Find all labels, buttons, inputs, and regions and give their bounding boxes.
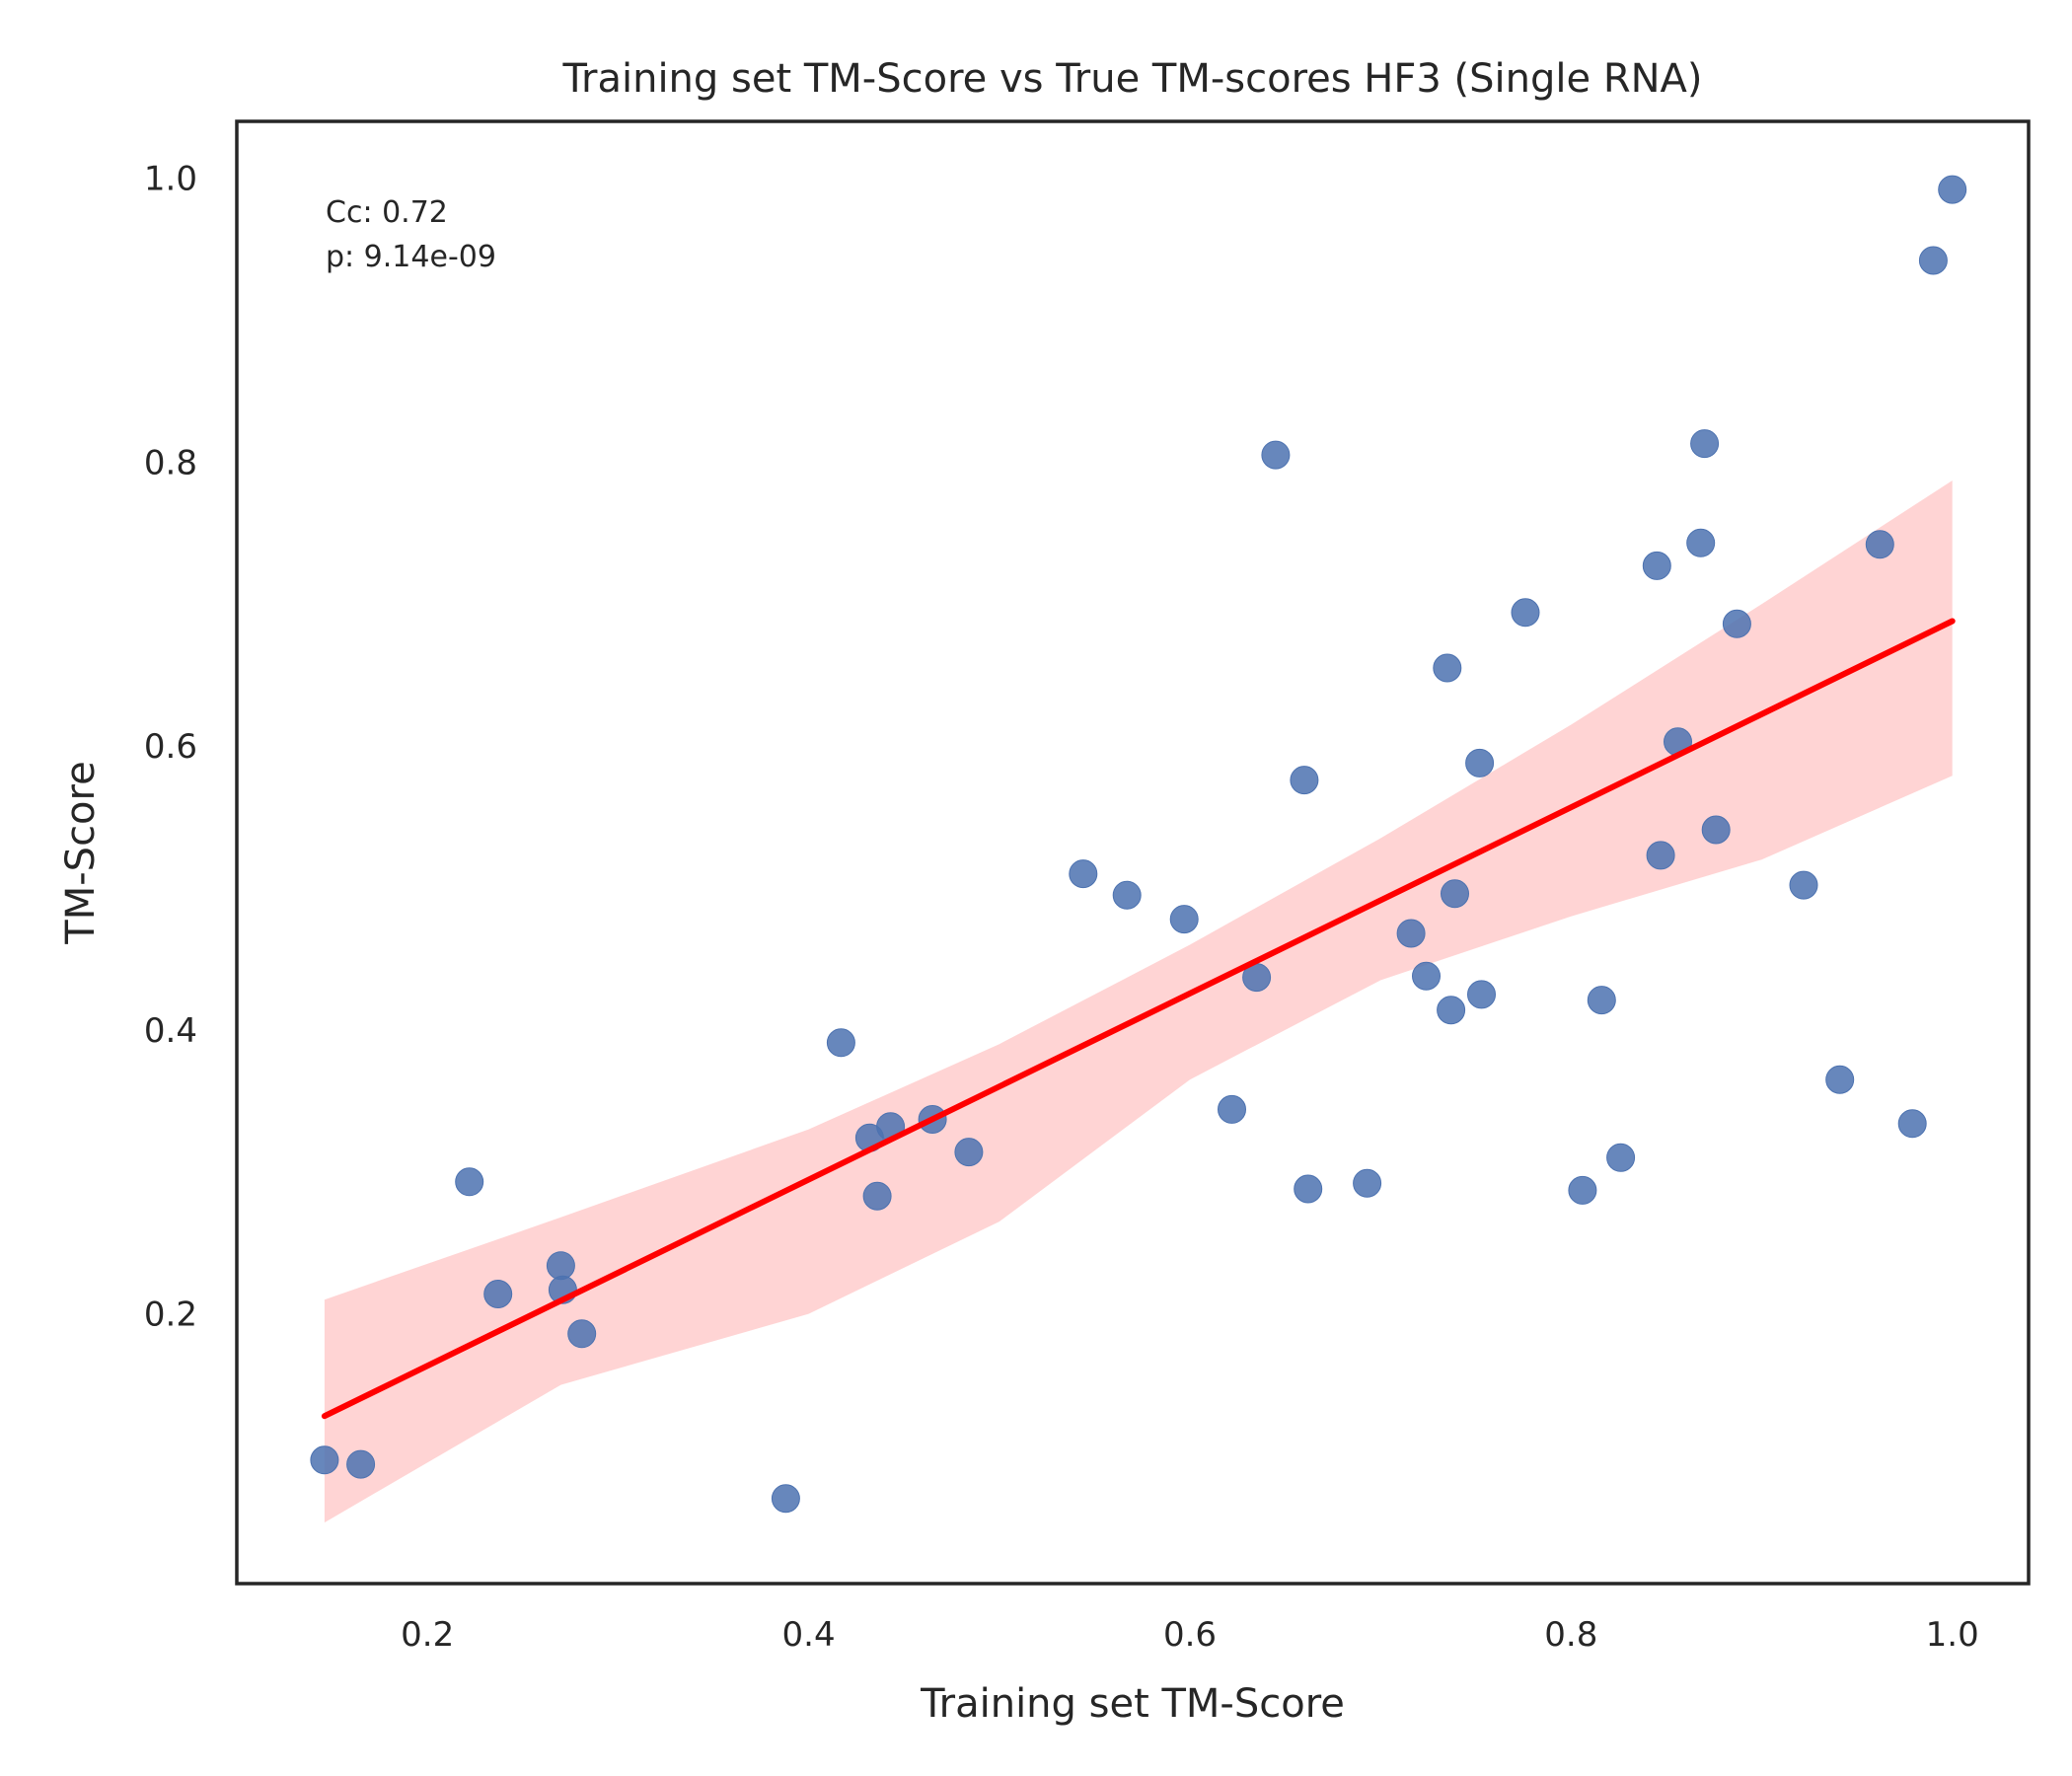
data-point-45 <box>1897 1109 1927 1139</box>
correlation-annotation: Cc: 0.72 <box>326 195 448 230</box>
data-point-40 <box>1701 815 1731 845</box>
data-point-41 <box>1722 609 1751 638</box>
points-layer <box>310 175 1967 1514</box>
y-tick-label-0.8: 0.8 <box>144 443 197 482</box>
data-point-32 <box>1568 1175 1597 1205</box>
data-point-7 <box>567 1319 597 1349</box>
x-tick-label-0.4: 0.4 <box>782 1615 836 1655</box>
data-point-15 <box>1069 859 1098 889</box>
data-point-28 <box>1441 879 1469 909</box>
data-point-31 <box>1511 598 1540 628</box>
y-tick-label-0.2: 0.2 <box>144 1295 197 1335</box>
confidence-band-layer <box>324 481 1953 1523</box>
y-tick-label-0.6: 0.6 <box>144 727 197 767</box>
confidence-band <box>324 481 1953 1523</box>
data-point-11 <box>862 1181 892 1211</box>
x-tick-label-0.8: 0.8 <box>1544 1615 1597 1655</box>
data-point-20 <box>1261 440 1291 470</box>
data-point-16 <box>1112 880 1142 910</box>
regression-line <box>321 618 1956 1420</box>
data-point-26 <box>1433 653 1462 683</box>
data-point-23 <box>1353 1168 1382 1198</box>
data-point-35 <box>1642 551 1671 580</box>
data-point-5 <box>546 1251 575 1281</box>
data-point-22 <box>1294 1174 1323 1204</box>
data-point-9 <box>826 1028 855 1058</box>
data-point-3 <box>455 1167 484 1197</box>
data-point-42 <box>1789 870 1818 900</box>
data-point-36 <box>1646 841 1675 870</box>
ticks-layer: 0.2 0.4 0.6 0.8 1.0 0.2 0.4 0.6 0.8 1.0 <box>144 160 1979 1655</box>
data-point-8 <box>771 1484 800 1514</box>
y-tick-label-0.4: 0.4 <box>144 1011 197 1051</box>
data-point-21 <box>1290 766 1319 795</box>
data-point-27 <box>1437 996 1466 1025</box>
plot-frame <box>235 119 2031 1586</box>
x-tick-label-1.0: 1.0 <box>1926 1615 1979 1655</box>
data-point-39 <box>1690 429 1720 459</box>
chart-title: Training set TM-Score vs True TM-scores … <box>561 56 1702 102</box>
x-tick-label-0.6: 0.6 <box>1163 1615 1217 1655</box>
data-point-43 <box>1825 1065 1855 1094</box>
data-point-2 <box>346 1449 376 1479</box>
x-axis-title: Training set TM-Score <box>920 1681 1345 1727</box>
data-point-44 <box>1865 530 1894 559</box>
data-point-33 <box>1587 986 1616 1015</box>
p-value-annotation: p: 9.14e-09 <box>326 240 496 274</box>
data-point-46 <box>1918 246 1948 275</box>
data-point-1 <box>310 1445 339 1475</box>
data-point-29 <box>1465 748 1495 777</box>
data-point-4 <box>483 1280 513 1308</box>
data-point-24 <box>1396 919 1426 948</box>
fit-line-layer <box>321 618 1956 1420</box>
y-axis-title: TM-Score <box>58 761 104 944</box>
data-point-30 <box>1467 980 1496 1009</box>
data-point-14 <box>954 1138 984 1167</box>
data-point-25 <box>1412 961 1441 991</box>
x-tick-label-0.2: 0.2 <box>401 1615 454 1655</box>
data-point-18 <box>1218 1094 1246 1124</box>
data-point-47 <box>1938 175 1967 204</box>
y-tick-label-1.0: 1.0 <box>144 160 197 199</box>
data-point-38 <box>1686 528 1716 557</box>
data-point-34 <box>1606 1143 1636 1172</box>
data-point-17 <box>1169 905 1199 934</box>
